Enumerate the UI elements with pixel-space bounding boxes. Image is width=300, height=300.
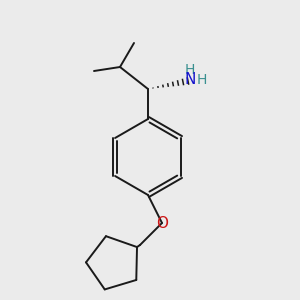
Text: H: H bbox=[197, 73, 207, 87]
Text: H: H bbox=[185, 63, 195, 77]
Text: O: O bbox=[156, 215, 168, 230]
Text: N: N bbox=[184, 73, 196, 88]
